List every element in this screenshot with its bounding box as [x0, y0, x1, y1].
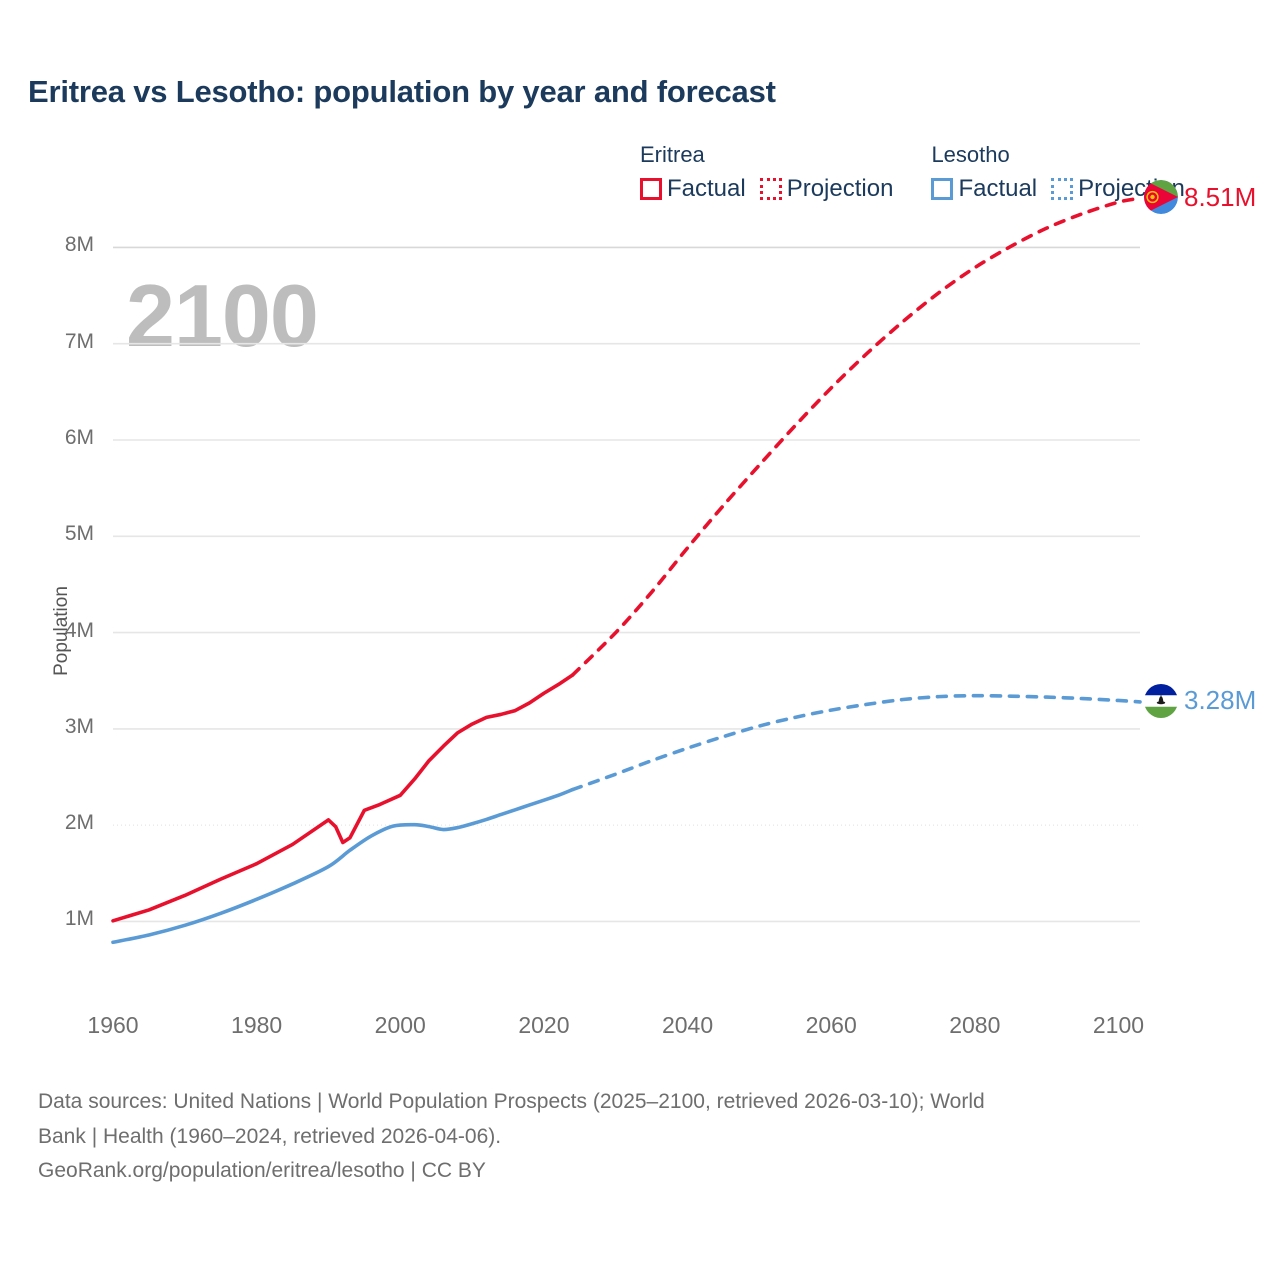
legend-label-lesotho-factual: Factual: [958, 175, 1038, 202]
end-label-value-eritrea: 8.51M: [1184, 181, 1257, 212]
chart-plot-area: [111, 196, 1142, 945]
footer-line-2: Bank | Health (1960–2024, retrieved 2026…: [38, 1124, 502, 1148]
y-axis-ticks: 1M 2M 3M 4M 5M 6M 7M 8M: [32, 0, 94, 1000]
legend-group-title-lesotho: Lesotho: [931, 142, 1010, 167]
y-tick-label: 2M: [64, 811, 94, 835]
year-watermark: 2100: [126, 266, 319, 365]
legend-swatch-dotted-red-icon: [759, 178, 782, 200]
y-tick-label: 6M: [64, 426, 94, 449]
y-tick-label: 7M: [64, 329, 94, 353]
footer-line-1: Data sources: United Nations | World Pop…: [38, 1090, 985, 1113]
x-tick-label: 2100: [1092, 1012, 1145, 1038]
legend-swatch-solid-red-icon: [640, 178, 662, 200]
legend-item-eritrea-projection[interactable]: Projection: [759, 175, 894, 203]
end-label-value-lesotho: 3.28M: [1184, 685, 1257, 716]
x-tick-label: 2080: [949, 1012, 1001, 1038]
chart-gridlines: [113, 246, 1140, 923]
end-label-lesotho: 3.28M: [1144, 683, 1257, 718]
x-tick-label: 2000: [374, 1012, 426, 1038]
legend-item-lesotho-factual[interactable]: Factual: [931, 175, 1037, 203]
legend-label-eritrea-factual: Factual: [667, 175, 746, 202]
y-tick-label: 3M: [64, 714, 94, 738]
eritrea-flag-icon: [1144, 180, 1178, 215]
end-label-eritrea: 8.51M: [1144, 180, 1257, 215]
legend-swatch-dotted-blue-icon: [1051, 178, 1074, 200]
chart-svg: [111, 196, 1142, 945]
legend-swatch-solid-blue-icon: [931, 178, 954, 200]
legend-group-eritrea: Eritrea Factual Projection: [640, 142, 893, 203]
series-line-projection-eritrea: [570, 196, 1142, 677]
series-line-projection-lesotho: [570, 693, 1142, 792]
page-title: Eritrea vs Lesotho: population by year a…: [28, 74, 776, 109]
legend-item-eritrea-factual[interactable]: Factual: [640, 175, 746, 203]
x-tick-label: 2060: [805, 1012, 857, 1038]
legend-group-title-eritrea: Eritrea: [640, 142, 705, 167]
x-tick-label: 1980: [231, 1012, 283, 1038]
x-tick-label: 2020: [518, 1012, 570, 1038]
series-line-factual-eritrea: [111, 673, 575, 923]
chart-legend: Eritrea Factual Projection Lesotho Factu…: [640, 142, 1223, 203]
lesotho-flag-icon: [1144, 683, 1178, 718]
chart-series-lines: [111, 196, 1142, 945]
y-tick-label: 4M: [64, 618, 94, 642]
series-line-factual-lesotho: [111, 787, 575, 945]
y-tick-label: 8M: [64, 233, 94, 257]
x-tick-label: 2040: [661, 1012, 714, 1038]
footer-line-3: GeoRank.org/population/eritrea/lesotho |…: [38, 1159, 486, 1183]
y-tick-label: 5M: [64, 522, 94, 546]
legend-label-eritrea-projection: Projection: [786, 175, 894, 202]
chart-footer: Data sources: United Nations | World Pop…: [38, 1086, 1248, 1190]
x-tick-label: 1960: [87, 1012, 139, 1038]
y-tick-label: 1M: [64, 907, 94, 931]
